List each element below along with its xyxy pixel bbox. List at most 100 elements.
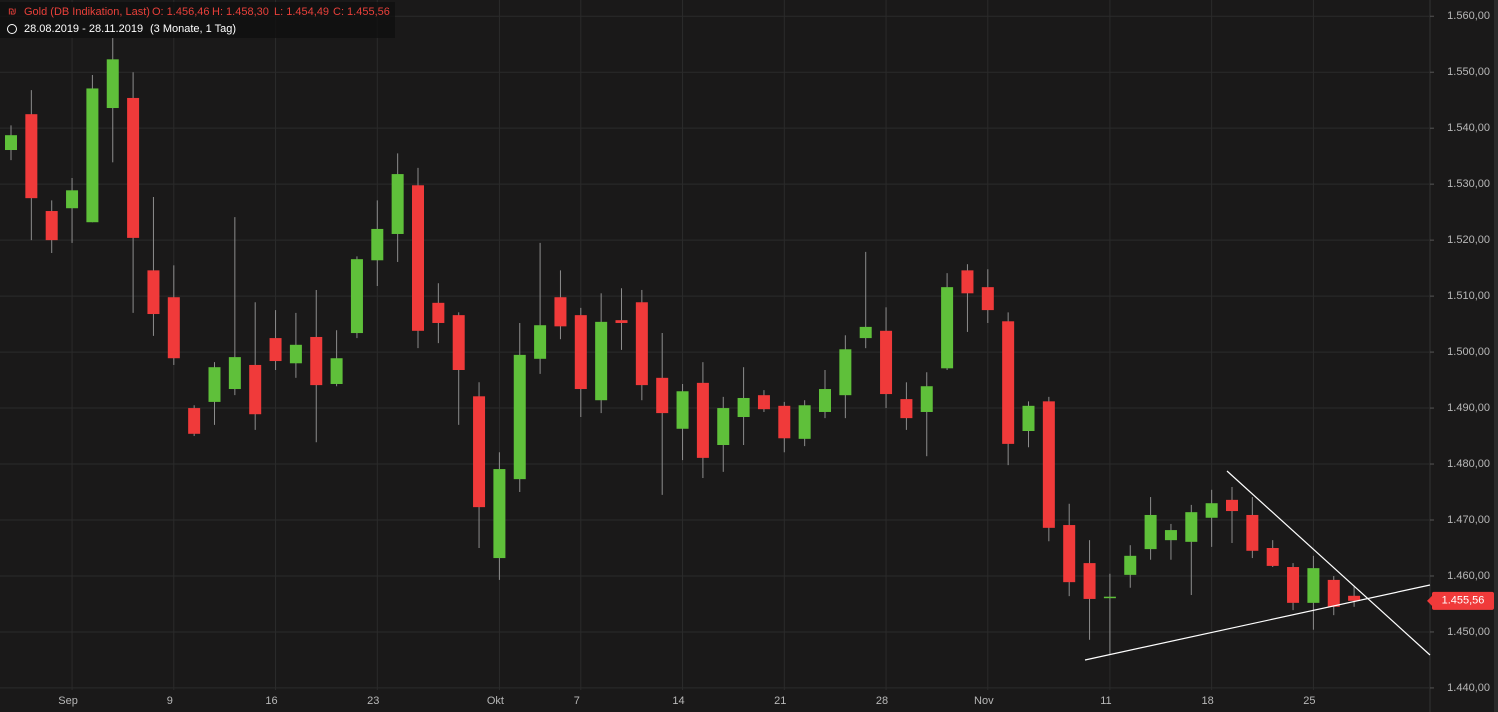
candle-body [839,349,852,396]
candle-body [615,320,628,323]
ohlc-open: O: 1.456,46 [152,6,210,18]
plot [0,0,1430,690]
period: (3 Monate, 1 Tag) [150,23,236,35]
candle-body [859,326,872,339]
candle-body [1103,596,1116,599]
candle-body [1185,512,1198,542]
candle-body [778,405,791,439]
x-tick-label: 25 [1303,695,1315,707]
candle-body [554,297,567,327]
candle-body [167,297,180,359]
candle-body [452,315,465,370]
x-tick-label: 14 [672,695,684,707]
candle-body [371,228,384,261]
candle-body [941,287,954,369]
x-tick-label: 23 [367,695,379,707]
candle-body [228,357,241,390]
candle-body [391,174,404,234]
candle-body [127,97,140,238]
candle-body [249,364,262,415]
candle-body [1287,567,1300,603]
ohlc-close: C: 1.455,56 [333,6,390,18]
candle-body [819,389,831,412]
candle-body [961,270,974,294]
y-tick-label: 1.530,00 [1447,178,1490,190]
candle-body [1266,547,1279,566]
candle-body [330,358,343,384]
y-tick-label: 1.510,00 [1447,290,1490,302]
trend-line [1226,470,1431,656]
candle-body [880,330,893,395]
x-tick-label: 16 [265,695,277,707]
clock-icon [7,24,17,34]
candle-body [513,354,526,480]
candle-body [473,396,486,508]
x-tick-label: 28 [876,695,888,707]
candle-body [269,338,282,362]
y-tick-label: 1.490,00 [1447,402,1490,414]
header-bg [0,2,395,38]
candle-body [5,135,17,151]
y-tick-label: 1.470,00 [1447,514,1490,526]
candle-body [45,211,58,241]
candle-body [106,59,119,109]
candle-body [534,325,547,359]
candle-body [1348,595,1361,601]
icon: ₪ [8,7,17,18]
y-tick-label: 1.520,00 [1447,234,1490,246]
candle-body [350,259,363,334]
candle-body [676,391,689,429]
candle-body [798,405,811,439]
candle-body [1226,499,1238,512]
y-tick-label: 1.460,00 [1447,570,1490,582]
y-tick-label: 1.540,00 [1447,122,1490,134]
candle-body [900,399,913,419]
candle-body [696,382,709,458]
candle-body [1246,514,1259,551]
candle-body [656,377,669,414]
last-price-label: 1.455,56 [1442,595,1485,607]
candle-body [717,408,730,445]
candle-body [208,367,221,402]
x-tick-label: 7 [574,695,580,707]
x-tick-label: Sep [58,695,78,707]
x-tick-label: 18 [1202,695,1214,707]
candle-body [1002,321,1015,444]
candle-body [289,344,302,364]
x-tick-label: Nov [974,695,994,707]
ohlc-high: H: 1.458,30 [212,6,269,18]
y-tick-label: 1.480,00 [1447,458,1490,470]
ohlc-low: L: 1.454,49 [274,6,329,18]
candle-body [1307,568,1320,603]
candle-body [981,287,994,311]
candle-body [1083,563,1096,599]
candle-body [1124,555,1137,575]
y-tick-label: 1.440,00 [1447,682,1490,694]
candle-body [1327,579,1340,607]
candle-body [737,397,750,418]
candle-body [757,395,770,410]
candle-body [412,185,424,331]
y-tick-label: 1.450,00 [1447,626,1490,638]
candle-body [25,114,38,199]
candle-body [1164,530,1177,541]
last-price-marker [1432,591,1494,610]
candle-body [310,336,323,386]
date-range: 28.08.2019 - 28.11.2019 [24,23,143,35]
y-tick-label: 1.550,00 [1447,66,1490,78]
y-tick-label: 1.500,00 [1447,346,1490,358]
candle-body [1205,503,1218,518]
x-tick-label: 11 [1100,695,1111,707]
candle-body [1022,405,1035,432]
trend-line [1084,584,1431,661]
x-tick-label: Okt [487,695,504,707]
candle-body [86,88,99,223]
candle-body [635,302,648,386]
candle-body [1042,401,1055,528]
instrument-title: Gold (DB Indikation, Last) [24,6,150,18]
side-strip [1494,0,1498,712]
candle-body [1144,514,1157,550]
last-price-pointer [1427,595,1432,606]
